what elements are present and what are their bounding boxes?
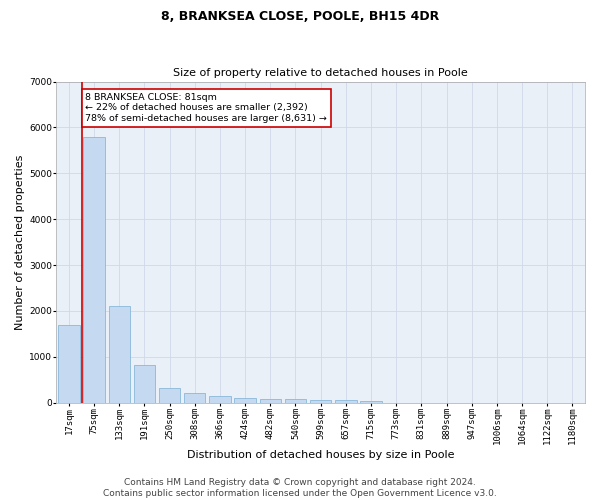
Bar — [361, 401, 382, 402]
Bar — [184, 393, 205, 402]
Bar — [58, 324, 80, 402]
Y-axis label: Number of detached properties: Number of detached properties — [15, 154, 25, 330]
X-axis label: Distribution of detached houses by size in Poole: Distribution of detached houses by size … — [187, 450, 454, 460]
Text: Contains HM Land Registry data © Crown copyright and database right 2024.
Contai: Contains HM Land Registry data © Crown c… — [103, 478, 497, 498]
Title: Size of property relative to detached houses in Poole: Size of property relative to detached ho… — [173, 68, 468, 78]
Bar — [209, 396, 230, 402]
Bar — [310, 400, 331, 402]
Text: 8, BRANKSEA CLOSE, POOLE, BH15 4DR: 8, BRANKSEA CLOSE, POOLE, BH15 4DR — [161, 10, 439, 23]
Text: 8 BRANKSEA CLOSE: 81sqm
← 22% of detached houses are smaller (2,392)
78% of semi: 8 BRANKSEA CLOSE: 81sqm ← 22% of detache… — [85, 93, 327, 123]
Bar — [159, 388, 181, 402]
Bar — [109, 306, 130, 402]
Bar — [134, 365, 155, 403]
Bar — [285, 400, 306, 402]
Bar — [335, 400, 356, 402]
Bar — [260, 398, 281, 402]
Bar — [235, 398, 256, 402]
Bar — [83, 136, 105, 402]
